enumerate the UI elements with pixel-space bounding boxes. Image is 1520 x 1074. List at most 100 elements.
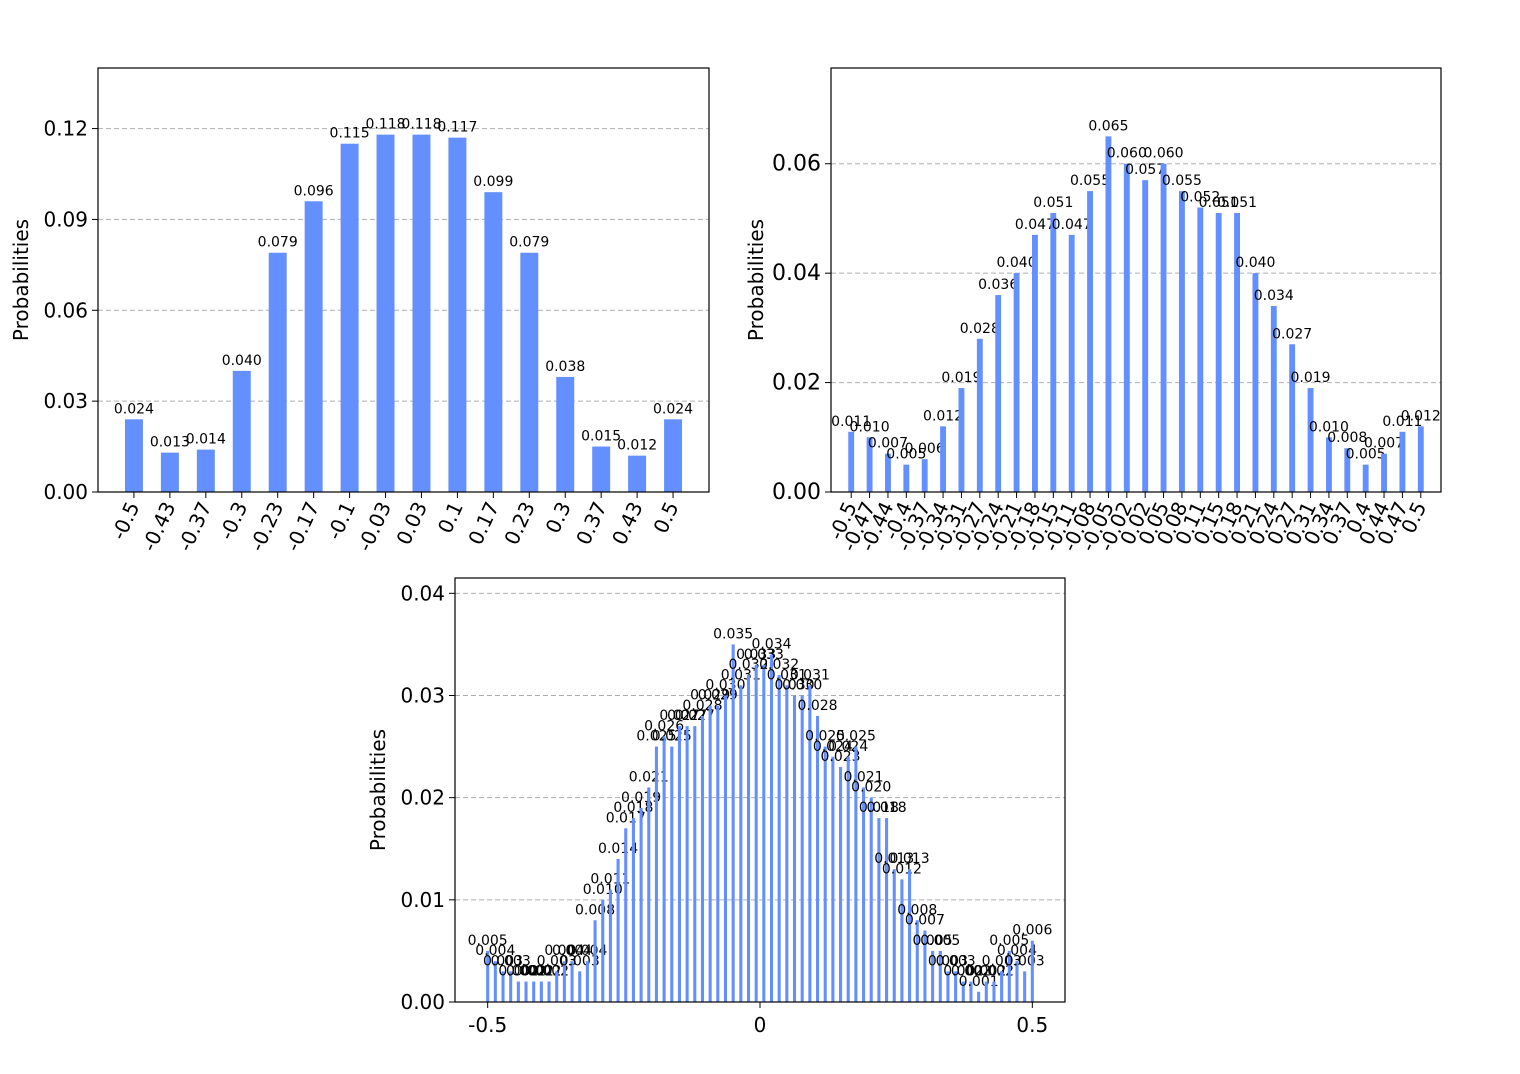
bar-value-label: 0.013: [890, 851, 930, 867]
bar: [585, 961, 589, 1002]
bar-value-label: 0.032: [759, 657, 799, 673]
bar: [570, 961, 574, 1002]
x-tick-label: -0.1: [322, 498, 360, 544]
bar: [662, 736, 666, 1002]
bar-value-label: 0.030: [774, 677, 814, 693]
bar-value-label: 0.005: [913, 933, 953, 949]
bar-value-label: 0.021: [629, 769, 669, 785]
bar: [493, 961, 497, 1002]
chart-panel-1: 0.024 0.013 0.014 0.040 0.079 0.096 0.115 0.118…: [0, 0, 760, 575]
bar-value-label: 0.024: [653, 401, 693, 417]
bar-value-label: 0.096: [294, 183, 334, 199]
bar: [628, 455, 647, 492]
x-tick-label: 0.3: [541, 498, 576, 537]
bar-value-label: 0.004: [567, 943, 607, 959]
bar-value-label: 0.013: [874, 851, 914, 867]
y-tick-label: 0.06: [772, 152, 821, 177]
bar-value-label: 0.060: [1107, 146, 1147, 162]
bar-value-label: 0.018: [859, 800, 899, 816]
bar: [693, 726, 697, 1002]
bar-value-label: 0.012: [617, 438, 657, 454]
x-tick-label: 0.17: [463, 498, 504, 549]
bar-value-label: 0.007: [868, 436, 908, 452]
bar-value-label: 0.033: [744, 647, 784, 663]
bar-value-label: 0.034: [1254, 288, 1294, 304]
x-tick-label: 0.43: [607, 498, 648, 549]
bar: [1381, 453, 1387, 492]
bar-value-label: 0.012: [923, 408, 963, 424]
bar: [976, 338, 983, 492]
bar: [124, 419, 143, 492]
bar: [869, 797, 873, 1002]
bar-value-label: 0.029: [698, 688, 738, 704]
bar-value-label: 0.027: [675, 708, 715, 724]
bar: [501, 971, 505, 1002]
bar: [1105, 136, 1112, 493]
bar-value-label: 0.055: [1070, 173, 1110, 189]
y-tick-label: 0.00: [772, 480, 821, 505]
y-axis-title: Probabilities: [366, 729, 390, 851]
bar-chart-3: 0.0050.0040.0030.0030.0020.0020.0020.002…: [366, 577, 1066, 1037]
bar-value-label: 0.002: [951, 964, 991, 980]
bar: [1007, 950, 1011, 1002]
bar: [1030, 940, 1034, 1002]
x-tick-label: -0.5: [106, 498, 144, 544]
bar-value-label: 0.047: [1052, 217, 1092, 233]
bar-value-label: 0.002: [521, 964, 561, 980]
bar: [954, 971, 958, 1002]
bar-value-label: 0.004: [475, 943, 515, 959]
bar: [877, 818, 881, 1002]
bar-value-label: 0.031: [721, 667, 761, 683]
bar: [800, 695, 804, 1002]
bar-value-label: 0.025: [652, 729, 692, 745]
bar-value-label: 0.007: [905, 912, 945, 928]
bar-value-label: 0.018: [867, 800, 907, 816]
bar-value-label: 0.003: [1005, 953, 1045, 969]
bar: [616, 858, 620, 1002]
bar-value-label: 0.030: [782, 677, 822, 693]
plot-frame: [97, 67, 710, 493]
bar-value-label: 0.002: [506, 964, 546, 980]
bar: [664, 419, 683, 492]
bar-value-label: 0.003: [537, 953, 577, 969]
bar: [938, 950, 942, 1002]
bar: [654, 746, 658, 1002]
bar: [900, 879, 904, 1002]
bar: [539, 981, 543, 1002]
bar: [516, 981, 520, 1002]
bar: [1142, 180, 1149, 492]
bar-value-label: 0.005: [886, 447, 926, 463]
bar: [839, 767, 843, 1002]
bar-value-label: 0.019: [941, 370, 981, 386]
bar-value-label: 0.040: [1235, 255, 1275, 271]
bar: [624, 828, 628, 1002]
bar-value-label: 0.015: [581, 429, 621, 445]
bar-value-label: 0.005: [468, 933, 508, 949]
bar-value-label: 0.003: [491, 953, 531, 969]
bar: [708, 705, 712, 1002]
bar-value-label: 0.035: [713, 626, 753, 642]
bar: [700, 715, 705, 1002]
bar: [746, 675, 751, 1002]
bar-value-label: 0.002: [498, 964, 538, 980]
bar: [1307, 388, 1314, 492]
bar-value-label: 0.023: [820, 749, 860, 765]
bar-value-label: 0.115: [330, 126, 370, 142]
bar: [995, 295, 1002, 492]
x-tick-label: 0: [754, 1013, 767, 1037]
bar: [903, 464, 910, 492]
bar: [1325, 437, 1332, 492]
bar: [961, 981, 965, 1002]
bar-value-label: 0.028: [797, 698, 837, 714]
bar: [915, 920, 919, 1002]
bar: [848, 431, 855, 492]
bar-value-label: 0.013: [150, 435, 190, 451]
bar-value-label: 0.051: [1033, 195, 1073, 211]
bar-value-label: 0.005: [920, 933, 960, 949]
bar: [940, 426, 947, 492]
bar-value-label: 0.118: [401, 117, 441, 133]
bar: [532, 981, 536, 1002]
x-tick-label: 0.1: [433, 498, 468, 537]
bar: [815, 715, 820, 1002]
bar: [486, 950, 490, 1002]
